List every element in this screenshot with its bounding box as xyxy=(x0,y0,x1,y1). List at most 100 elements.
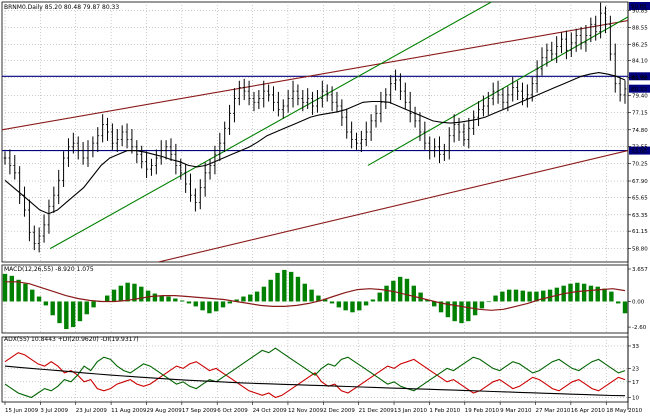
macd-bar xyxy=(302,283,307,302)
last-price-tag xyxy=(629,84,650,93)
macd-bar xyxy=(43,301,49,306)
macd-bar xyxy=(329,301,335,304)
green-support-1 xyxy=(49,2,493,250)
y-tick-label: 84.10 xyxy=(632,59,648,65)
price-panel: 82.00 72.00 80.33 90.85 xyxy=(2,2,650,262)
horizontal-line-label-0: 82.00 xyxy=(631,74,647,80)
macd-bar xyxy=(104,295,110,302)
y-tick-label: 63.35 xyxy=(632,213,648,219)
macd-bar xyxy=(234,299,239,302)
y-tick-label: -2.60 xyxy=(632,325,647,331)
y-tick-label: 74.80 xyxy=(632,128,648,134)
macd-bar xyxy=(397,276,403,302)
macd-bar xyxy=(520,290,526,302)
macd-bar xyxy=(445,301,451,318)
macd-bar xyxy=(513,289,519,302)
macd-bar xyxy=(541,290,546,302)
macd-header: MACD(12,26,55) -8.920 1.075 xyxy=(4,266,94,273)
x-tick-label: 3 Jul 2009 xyxy=(40,408,68,414)
macd-bar xyxy=(343,301,348,311)
macd-bar xyxy=(50,301,55,316)
macd-bar xyxy=(309,289,314,302)
plus-di-line xyxy=(4,347,626,399)
macd-bar xyxy=(118,285,124,302)
macd-bar xyxy=(282,269,287,302)
macd-bar xyxy=(377,292,382,302)
upper-channel xyxy=(2,20,628,131)
macd-bar xyxy=(493,295,498,302)
macd-bar xyxy=(486,301,491,303)
trendlines xyxy=(2,2,628,262)
macd-bar xyxy=(23,283,28,302)
macd-bar xyxy=(581,283,587,302)
adx-header: ADX(55) 10.8443 +DI(20.9620) -DI(19.9317… xyxy=(4,336,139,343)
macd-bar xyxy=(145,290,151,302)
macd-bar xyxy=(316,295,321,302)
x-tick-label: 15 Jun 2009 xyxy=(5,408,39,414)
y-tick-label: 88.55 xyxy=(632,26,648,32)
x-tick-label: 13 Jan 2010 xyxy=(394,408,427,414)
macd-bar xyxy=(77,301,83,322)
y-tick-label: 79.40 xyxy=(632,94,648,100)
y-tick-label: 3.657 xyxy=(632,267,648,273)
macd-bar xyxy=(254,291,260,302)
macd-bar xyxy=(370,299,376,302)
x-tick-label: 1 Feb 2010 xyxy=(429,408,460,414)
macd-bar xyxy=(179,300,185,302)
adx-line xyxy=(4,365,626,397)
macd-bar xyxy=(323,299,328,302)
horizontal-line-label-1: 72.00 xyxy=(631,149,647,155)
y-tick-label: 90.85 xyxy=(632,9,648,15)
macd-bar xyxy=(295,276,301,302)
x-tick-label: 29 Aug 2009 xyxy=(146,408,182,414)
macd-bar xyxy=(139,286,144,302)
y-tick-label: 65.65 xyxy=(632,196,648,202)
x-tick-label: 24 Oct 2009 xyxy=(253,408,288,414)
x-tick-label: 21 Dec 2009 xyxy=(359,408,395,414)
macd-bar xyxy=(350,301,355,313)
minus-di-line xyxy=(4,352,626,399)
macd-bar xyxy=(227,301,233,304)
macd-bar xyxy=(159,295,164,302)
moving-average-line xyxy=(4,72,626,215)
macd-bar xyxy=(152,293,158,302)
macd-bar xyxy=(438,301,444,313)
macd-bar xyxy=(615,301,621,304)
macd-bar xyxy=(186,301,192,304)
macd-bar xyxy=(207,301,212,314)
macd-bar xyxy=(357,301,362,311)
y-tick-label: 17 xyxy=(632,380,639,386)
macd-bar xyxy=(547,289,553,302)
macd-bar xyxy=(111,289,117,302)
y-tick-label: 23 xyxy=(632,366,639,372)
macd-bar xyxy=(363,301,369,306)
x-tick-label: 19 Feb 2010 xyxy=(465,408,500,414)
x-tick-label: 11 Aug 2009 xyxy=(111,408,147,414)
macd-bar xyxy=(30,289,35,302)
horizontal-line-tag-0 xyxy=(629,72,650,81)
macd-bar xyxy=(64,301,69,330)
macd-bar xyxy=(166,296,171,302)
macd-bar xyxy=(57,301,62,324)
macd-bar xyxy=(36,296,42,302)
macd-bar xyxy=(602,288,607,302)
macd-bar xyxy=(125,282,130,302)
macd-bar xyxy=(506,289,512,302)
macd-bar xyxy=(275,272,280,302)
y-tick-label: 67.90 xyxy=(632,179,648,185)
macd-bar xyxy=(459,301,464,324)
y-tick-label: 70.25 xyxy=(632,162,648,168)
x-axis: 15 Jun 2009 3 Jul 2009 23 Jul 2009 11 Aug 2… xyxy=(4,402,643,414)
x-tick-label: 27 Mar 2010 xyxy=(536,408,571,414)
macd-bar xyxy=(16,279,21,302)
macd-bar xyxy=(425,299,430,302)
y-tick-label: 86.25 xyxy=(632,43,648,49)
x-tick-label: 18 May 2010 xyxy=(606,408,642,414)
macd-bar xyxy=(595,286,600,302)
macd-bar xyxy=(2,273,8,302)
horizontal-line-tag-1 xyxy=(629,146,650,155)
macd-bar xyxy=(9,275,15,302)
macd-bar xyxy=(404,278,410,302)
y-tick-label: 61.15 xyxy=(632,229,648,235)
